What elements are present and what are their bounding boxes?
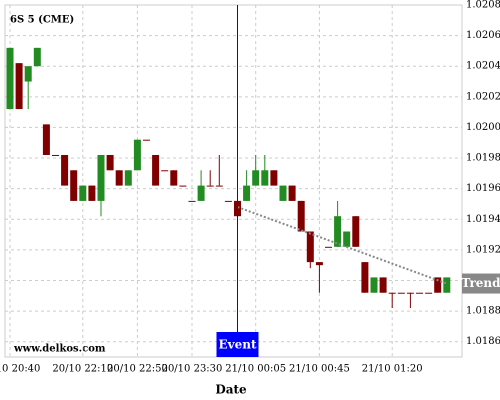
x-tick-label: 20/10 22:10 (52, 364, 113, 375)
y-tick-label: 1.0204 (466, 61, 500, 72)
candle-body (61, 154, 69, 186)
candle-body (397, 292, 405, 294)
y-tick-label: 1.0194 (466, 214, 500, 225)
source-label: www.delkos.com (13, 344, 106, 355)
candle-body (352, 216, 360, 247)
candle-body (70, 170, 78, 201)
candle-body (388, 292, 396, 294)
candle-body (179, 185, 187, 187)
candle-body (6, 47, 14, 110)
candle-body (152, 154, 160, 186)
candle-body (24, 66, 32, 82)
candle-body (270, 170, 278, 186)
candle-body (288, 185, 296, 201)
candle-body (88, 185, 96, 201)
candle-body (306, 231, 314, 263)
candle-body (79, 185, 87, 201)
candle-body (379, 277, 387, 293)
candle-body (143, 139, 150, 141)
candle-body (106, 154, 114, 171)
y-tick-label: 1.0198 (466, 153, 500, 164)
candle-body (416, 292, 423, 294)
x-tick-label: 20/10 22:50 (107, 364, 168, 375)
candle-body (361, 262, 369, 293)
candle-body (97, 154, 105, 201)
candle-body (315, 262, 323, 266)
candle-body (170, 170, 178, 186)
y-tick-label: 1.0202 (466, 91, 500, 102)
candle-body (370, 277, 378, 293)
trend-label: Trend (461, 276, 500, 290)
candle-body (206, 185, 214, 187)
candle-body (434, 277, 442, 293)
trend-label-box (462, 273, 500, 294)
candle-body (224, 200, 232, 202)
x-tick-label: 21/10 00:05 (225, 364, 286, 375)
x-axis-label: Date (215, 383, 247, 397)
y-tick-label: 1.0208 (466, 0, 500, 11)
candle-body (42, 124, 50, 155)
x-tick-label: 20/10 23:30 (162, 364, 223, 375)
candle-body (33, 47, 41, 67)
candle-body (406, 292, 414, 294)
candle-body (133, 139, 141, 171)
y-tick-label: 1.0188 (466, 306, 500, 317)
chart-title: 6S 5 (CME) (10, 15, 74, 26)
candle-body (52, 154, 59, 156)
candle-body (334, 216, 342, 247)
candle-body (425, 292, 433, 294)
candle-body (443, 277, 451, 293)
x-tick-label: 21/10 00:45 (289, 364, 350, 375)
candle-body (215, 185, 223, 187)
y-tick-label: 1.0200 (466, 122, 500, 133)
event-label: Event (218, 338, 256, 352)
candle-body (297, 200, 305, 232)
candle-body (188, 200, 196, 202)
event-box (216, 332, 259, 357)
y-tick-label: 1.0186 (466, 336, 500, 347)
candle-body (243, 185, 251, 201)
candle-body (343, 231, 351, 247)
x-tick-label: 20/10 20:40 (0, 364, 40, 375)
x-tick-label: 21/10 01:20 (362, 364, 423, 375)
y-tick-label: 1.0192 (466, 244, 500, 255)
candle-body (252, 170, 260, 186)
trend-line (237, 206, 448, 285)
candle-body (261, 170, 269, 186)
candle-body (115, 170, 123, 186)
candle-body (197, 185, 205, 201)
candle-body (15, 63, 23, 110)
candle-body (161, 170, 169, 172)
candle-body (124, 170, 132, 186)
candle-body (325, 246, 332, 248)
candle-body (279, 185, 287, 201)
y-tick-label: 1.0206 (466, 30, 500, 41)
y-tick-label: 1.0196 (466, 183, 500, 194)
